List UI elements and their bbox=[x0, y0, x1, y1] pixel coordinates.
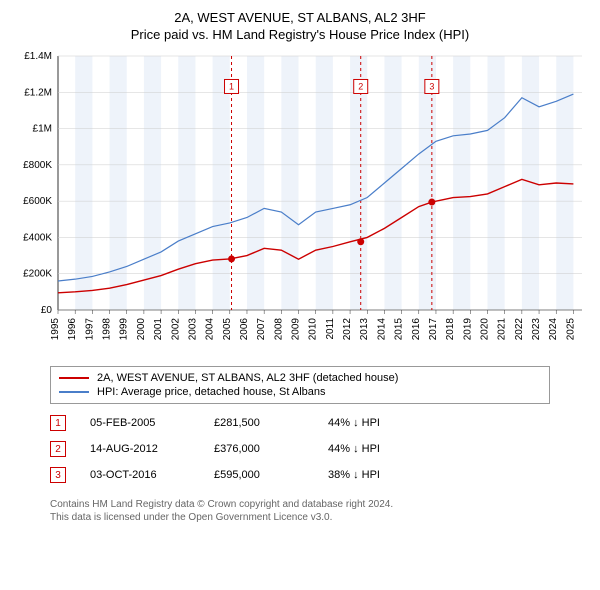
svg-text:2001: 2001 bbox=[153, 318, 164, 341]
svg-text:2025: 2025 bbox=[565, 318, 576, 341]
svg-text:2014: 2014 bbox=[376, 318, 387, 341]
svg-text:£600K: £600K bbox=[23, 196, 52, 207]
svg-text:2005: 2005 bbox=[222, 318, 233, 341]
svg-text:2019: 2019 bbox=[462, 318, 473, 341]
event-row: 3 03-OCT-2016 £595,000 38% ↓ HPI bbox=[50, 462, 550, 488]
svg-text:£1.4M: £1.4M bbox=[24, 51, 52, 62]
legend-box: 2A, WEST AVENUE, ST ALBANS, AL2 3HF (det… bbox=[50, 366, 550, 404]
svg-text:2002: 2002 bbox=[170, 318, 181, 341]
event-badge: 2 bbox=[50, 441, 66, 457]
svg-text:2011: 2011 bbox=[325, 318, 336, 340]
footnote: Contains HM Land Registry data © Crown c… bbox=[50, 498, 550, 524]
legend-swatch bbox=[59, 377, 89, 379]
svg-text:2013: 2013 bbox=[359, 318, 370, 341]
svg-text:2010: 2010 bbox=[308, 318, 319, 341]
legend-label: 2A, WEST AVENUE, ST ALBANS, AL2 3HF (det… bbox=[97, 372, 398, 384]
svg-text:£1M: £1M bbox=[33, 124, 52, 135]
svg-text:2017: 2017 bbox=[428, 318, 439, 341]
svg-text:2008: 2008 bbox=[273, 318, 284, 341]
footnote-line-1: Contains HM Land Registry data © Crown c… bbox=[50, 498, 550, 511]
event-date: 14-AUG-2012 bbox=[90, 443, 190, 455]
svg-text:1997: 1997 bbox=[84, 318, 95, 341]
svg-text:2007: 2007 bbox=[256, 318, 267, 341]
svg-text:2018: 2018 bbox=[445, 318, 456, 341]
svg-text:1998: 1998 bbox=[102, 318, 113, 341]
event-row: 2 14-AUG-2012 £376,000 44% ↓ HPI bbox=[50, 436, 550, 462]
svg-text:2020: 2020 bbox=[480, 318, 491, 341]
svg-text:3: 3 bbox=[429, 81, 434, 91]
event-row: 1 05-FEB-2005 £281,500 44% ↓ HPI bbox=[50, 410, 550, 436]
svg-text:2004: 2004 bbox=[205, 318, 216, 341]
footnote-line-2: This data is licensed under the Open Gov… bbox=[50, 511, 550, 524]
svg-text:1999: 1999 bbox=[119, 318, 130, 341]
event-delta: 44% ↓ HPI bbox=[328, 443, 428, 455]
legend-label: HPI: Average price, detached house, St A… bbox=[97, 386, 326, 398]
event-date: 05-FEB-2005 bbox=[90, 417, 190, 429]
legend-swatch bbox=[59, 391, 89, 393]
event-price: £281,500 bbox=[214, 417, 304, 429]
svg-text:2006: 2006 bbox=[239, 318, 250, 341]
events-table: 1 05-FEB-2005 £281,500 44% ↓ HPI 2 14-AUG-201… bbox=[50, 410, 550, 488]
legend-item: HPI: Average price, detached house, St A… bbox=[59, 385, 541, 399]
event-price: £595,000 bbox=[214, 469, 304, 481]
chart-title: 2A, WEST AVENUE, ST ALBANS, AL2 3HF bbox=[10, 10, 590, 25]
svg-text:2023: 2023 bbox=[531, 318, 542, 341]
svg-text:£400K: £400K bbox=[23, 232, 52, 243]
event-delta: 38% ↓ HPI bbox=[328, 469, 428, 481]
svg-text:2024: 2024 bbox=[548, 318, 559, 341]
svg-text:2012: 2012 bbox=[342, 318, 353, 341]
svg-text:2021: 2021 bbox=[497, 318, 508, 341]
chart-svg: £0 £200K £400K £600K £800K £1M £1.2M £1.4M 1995 1… bbox=[10, 50, 590, 360]
event-price: £376,000 bbox=[214, 443, 304, 455]
svg-text:£1.2M: £1.2M bbox=[24, 87, 52, 98]
svg-text:£800K: £800K bbox=[23, 160, 52, 171]
svg-text:1996: 1996 bbox=[67, 318, 78, 341]
svg-text:2009: 2009 bbox=[291, 318, 302, 341]
svg-text:1: 1 bbox=[229, 81, 234, 91]
legend-item: 2A, WEST AVENUE, ST ALBANS, AL2 3HF (det… bbox=[59, 371, 541, 385]
svg-text:£0: £0 bbox=[41, 305, 53, 316]
event-badge: 3 bbox=[50, 467, 66, 483]
svg-text:2: 2 bbox=[358, 81, 363, 91]
event-delta: 44% ↓ HPI bbox=[328, 417, 428, 429]
svg-text:2022: 2022 bbox=[514, 318, 525, 341]
svg-text:2015: 2015 bbox=[394, 318, 405, 341]
chart-container: 2A, WEST AVENUE, ST ALBANS, AL2 3HF Pric… bbox=[0, 0, 600, 534]
svg-text:2016: 2016 bbox=[411, 318, 422, 341]
svg-text:1995: 1995 bbox=[50, 318, 61, 341]
event-badge: 1 bbox=[50, 415, 66, 431]
event-date: 03-OCT-2016 bbox=[90, 469, 190, 481]
chart-subtitle: Price paid vs. HM Land Registry's House … bbox=[10, 27, 590, 42]
svg-text:2000: 2000 bbox=[136, 318, 147, 341]
chart-area: £0 £200K £400K £600K £800K £1M £1.2M £1.4M 1995 1… bbox=[10, 50, 590, 360]
svg-text:£200K: £200K bbox=[23, 269, 52, 280]
svg-text:2003: 2003 bbox=[187, 318, 198, 341]
